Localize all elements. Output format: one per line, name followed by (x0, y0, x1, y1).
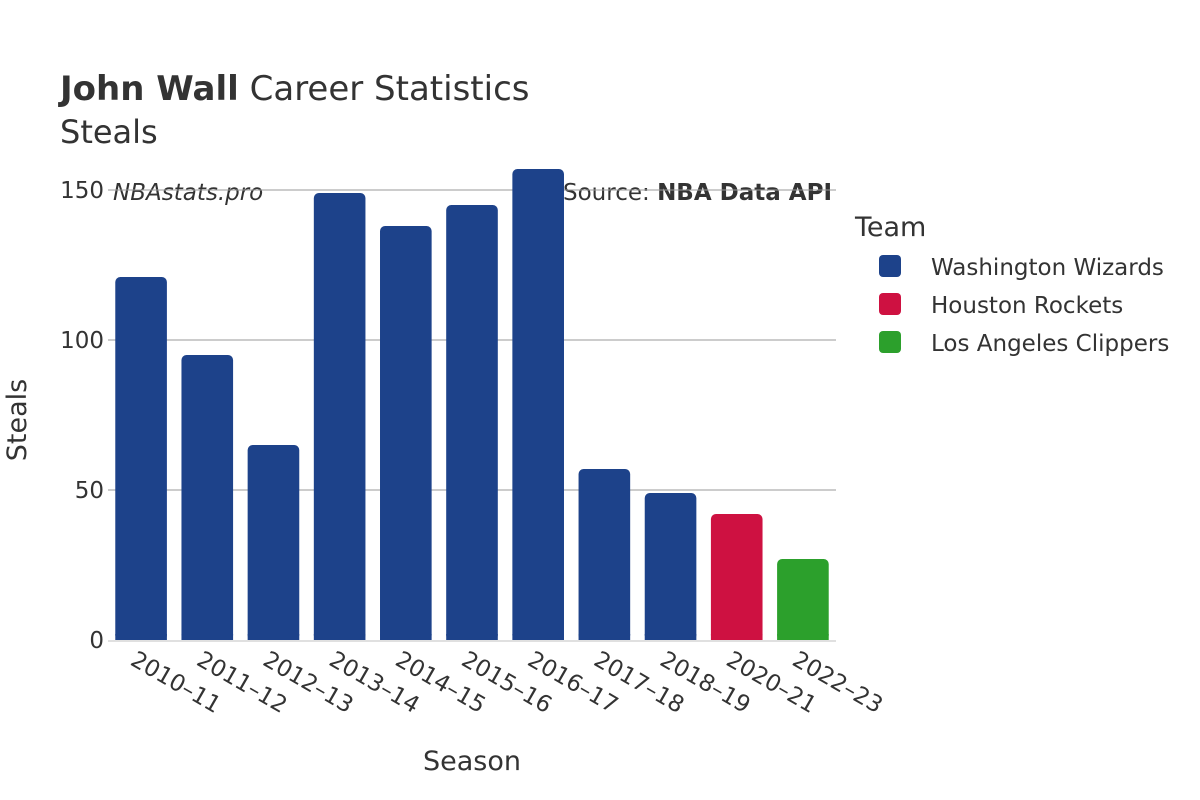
bar-2016–17[interactable] (512, 169, 564, 640)
bar-base (578, 634, 631, 640)
bar-2017–18[interactable] (578, 469, 631, 640)
bar-base (380, 634, 432, 640)
bar-2013–14[interactable] (313, 193, 366, 640)
source-prefix: Source: (563, 180, 657, 206)
title-player-name: John Wall (58, 69, 239, 109)
legend-swatch (879, 255, 901, 277)
legend-title: Team (854, 212, 926, 243)
bar-2022–23[interactable] (777, 559, 829, 640)
source-name: NBA Data API (657, 180, 832, 206)
y-tick-labels: 0 50 100 150 (60, 178, 104, 654)
legend-label: Washington Wizards (931, 255, 1164, 281)
bar-2010–11[interactable] (115, 277, 167, 640)
title-rest: Career Statistics (239, 69, 530, 109)
legend-swatch (879, 293, 901, 315)
bar-base (710, 634, 763, 640)
watermark: NBAstats.pro (113, 180, 263, 206)
bar-2014–15[interactable] (380, 226, 432, 640)
bar-2011–12[interactable] (181, 355, 234, 640)
bar-base (512, 634, 564, 640)
legend: Washington Wizards Houston Rockets Los Ang… (879, 255, 1169, 357)
bar-base (247, 634, 300, 640)
bar-2015–16[interactable] (446, 205, 498, 640)
y-tick-label: 50 (75, 478, 104, 504)
bar-base (181, 634, 234, 640)
y-axis-title: Steals (2, 379, 33, 461)
y-tick-label: 0 (89, 628, 104, 654)
chart-title: John Wall Career Statistics (58, 69, 529, 109)
source-label: Source: NBA Data API (563, 180, 832, 206)
bar-2020–21[interactable] (710, 514, 763, 640)
x-axis-title: Season (423, 746, 521, 777)
bar-base (777, 634, 829, 640)
bar-base (115, 634, 167, 640)
legend-label: Houston Rockets (931, 293, 1123, 319)
legend-label: Los Angeles Clippers (931, 331, 1169, 357)
bar-2018–19[interactable] (644, 493, 697, 640)
y-tick-label: 100 (60, 328, 104, 354)
bar-base (446, 634, 498, 640)
chart-subtitle: Steals (60, 113, 158, 151)
bar-base (313, 634, 366, 640)
bar-2012–13[interactable] (247, 445, 300, 640)
bar-base (644, 634, 697, 640)
y-tick-label: 150 (60, 178, 104, 204)
bars (115, 169, 829, 640)
x-tick-labels: 2010–112011–122012–132013–142014–152015–… (126, 647, 887, 719)
legend-swatch (879, 331, 901, 353)
